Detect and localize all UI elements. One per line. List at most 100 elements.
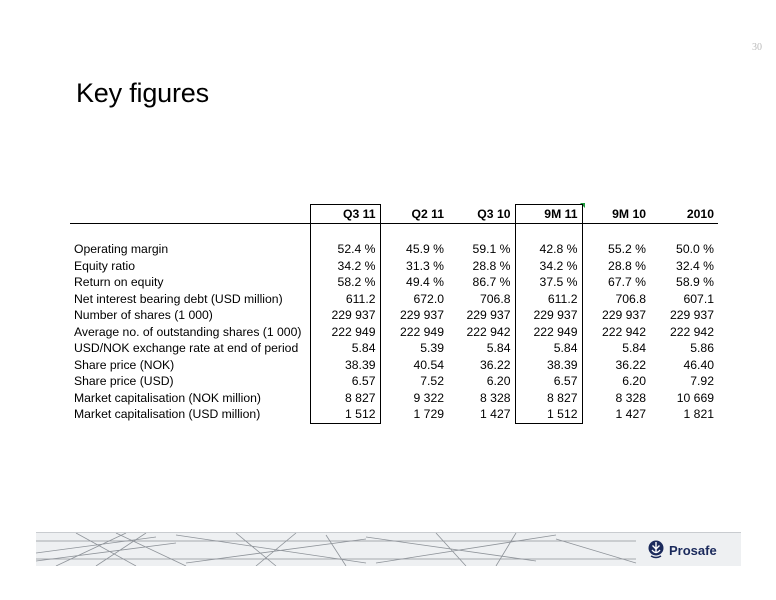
table-row: Market capitalisation (NOK million) 8 827… [70,389,718,406]
value-cell: 59.1 % [472,242,511,256]
value-cell: 1 512 [309,406,381,424]
table-row: Share price (USD) 6.57 7.52 6.20 6.57 6.20 7.9… [70,373,718,390]
value-cell: 1 729 [413,407,445,422]
value-cell: 6.20 [622,374,646,388]
value-cell: 222 949 [514,323,583,340]
column-header: Q3 10 [477,206,511,221]
table-row: Market capitalisation (USD million) 1 512… [70,406,718,424]
value-cell: 36.22 [615,357,647,372]
row-label: Market capitalisation (USD million) [74,407,261,422]
value-cell: 222 942 [466,324,511,339]
row-label: Net interest bearing debt (USD million) [74,291,283,306]
value-cell: 1 427 [480,407,511,422]
value-cell: 706.8 [615,291,647,306]
row-label: Operating margin [74,242,169,256]
value-cell: 6.20 [486,374,511,388]
value-cell: 34.2 % [514,257,583,274]
comment-marker-icon [580,203,585,208]
table-row: Number of shares (1 000) 229 937 229 937 22… [70,307,718,324]
value-cell: 49.4 % [406,275,444,289]
value-cell: 40.54 [413,357,445,372]
value-cell: 672.0 [413,291,445,306]
value-cell: 34.2 % [309,257,381,274]
column-header: 9M 10 [612,206,646,221]
value-cell: 222 942 [601,324,646,339]
value-cell: 9 322 [413,390,445,405]
value-cell: 222 949 [309,323,381,340]
value-cell: 45.9 % [406,242,444,256]
value-cell: 28.8 % [472,258,511,273]
value-cell: 50.0 % [676,242,714,256]
column-header: 2010 [686,206,714,221]
value-cell: 37.5 % [514,274,583,291]
value-cell: 8 827 [309,389,381,406]
value-cell: 7.52 [420,374,444,388]
value-cell: 5.84 [622,341,646,355]
table-row: Equity ratio 34.2 % 31.3 % 28.8 % 34.2 % 28.8… [70,257,718,274]
value-cell: 58.2 % [309,274,381,291]
row-label: USD/NOK exchange rate at end of period [74,341,299,355]
column-header: Q2 11 [411,206,444,221]
page-title: Key figures [76,78,209,108]
table-row: USD/NOK exchange rate at end of period 5.… [70,340,718,357]
table-row: Net interest bearing debt (USD million) 6… [70,290,718,307]
page-number: 30 [752,42,762,53]
value-cell: 28.8 % [608,258,646,273]
row-label: Return on equity [74,275,164,289]
value-cell: 52.4 % [309,241,381,258]
value-cell: 32.4 % [676,258,714,273]
value-cell: 229 937 [514,307,583,324]
row-label: Equity ratio [74,258,135,273]
value-cell: 5.86 [690,341,714,355]
value-cell: 55.2 % [608,242,646,256]
row-label: Share price (NOK) [74,357,175,372]
value-cell: 58.9 % [676,275,714,289]
table-row: Share price (NOK) 38.39 40.54 36.22 38.39 36.… [70,356,718,373]
value-cell: 36.22 [480,357,511,372]
column-header: 9M 11 [514,204,583,224]
value-cell: 229 937 [399,308,444,322]
value-cell: 1 512 [514,406,583,424]
key-figures-table: Q3 11 Q2 11 Q3 10 9M 11 9M 10 2010 Opera… [70,204,718,424]
row-label: Share price (USD) [74,374,174,388]
value-cell: 42.8 % [514,241,583,258]
value-cell: 6.57 [309,373,381,390]
value-cell: 611.2 [514,290,583,307]
value-cell: 8 328 [480,390,511,405]
value-cell: 706.8 [480,291,511,306]
value-cell: 46.40 [683,357,715,372]
row-label: Market capitalisation (NOK million) [74,390,261,405]
table-row: Operating margin 52.4 % 45.9 % 59.1 % 42.8 %… [70,241,718,258]
value-cell: 5.39 [420,341,444,355]
value-cell: 611.2 [309,290,381,307]
value-cell: 1 427 [615,407,647,422]
value-cell: 222 949 [399,324,444,339]
prosafe-logo-icon [648,540,664,559]
value-cell: 229 937 [309,307,381,324]
value-cell: 5.84 [514,340,583,357]
row-label: Number of shares (1 000) [74,308,213,322]
footer-structure-graphic [36,533,637,566]
value-cell: 1 821 [683,407,715,422]
value-cell: 229 937 [601,308,646,322]
value-cell: 8 328 [615,390,647,405]
value-cell: 67.7 % [608,275,646,289]
value-cell: 222 942 [669,324,714,339]
column-header: Q3 11 [309,204,381,224]
value-cell: 10 669 [676,390,714,405]
value-cell: 38.39 [514,356,583,373]
header-label-cell [70,205,310,224]
row-label: Average no. of outstanding shares (1 000… [74,324,302,339]
value-cell: 86.7 % [472,275,511,289]
table-header-row: Q3 11 Q2 11 Q3 10 9M 11 9M 10 2010 [70,204,718,224]
value-cell: 229 937 [466,308,511,322]
table-row: Average no. of outstanding shares (1 000… [70,323,718,340]
value-cell: 229 937 [669,308,714,322]
value-cell: 5.84 [309,340,381,357]
value-cell: 7.92 [690,374,714,388]
value-cell: 6.57 [514,373,583,390]
value-cell: 8 827 [514,389,583,406]
logo-text: Prosafe [669,542,717,558]
table-row: Return on equity 58.2 % 49.4 % 86.7 % 37.5 %… [70,274,718,291]
spacer-row [70,223,718,241]
